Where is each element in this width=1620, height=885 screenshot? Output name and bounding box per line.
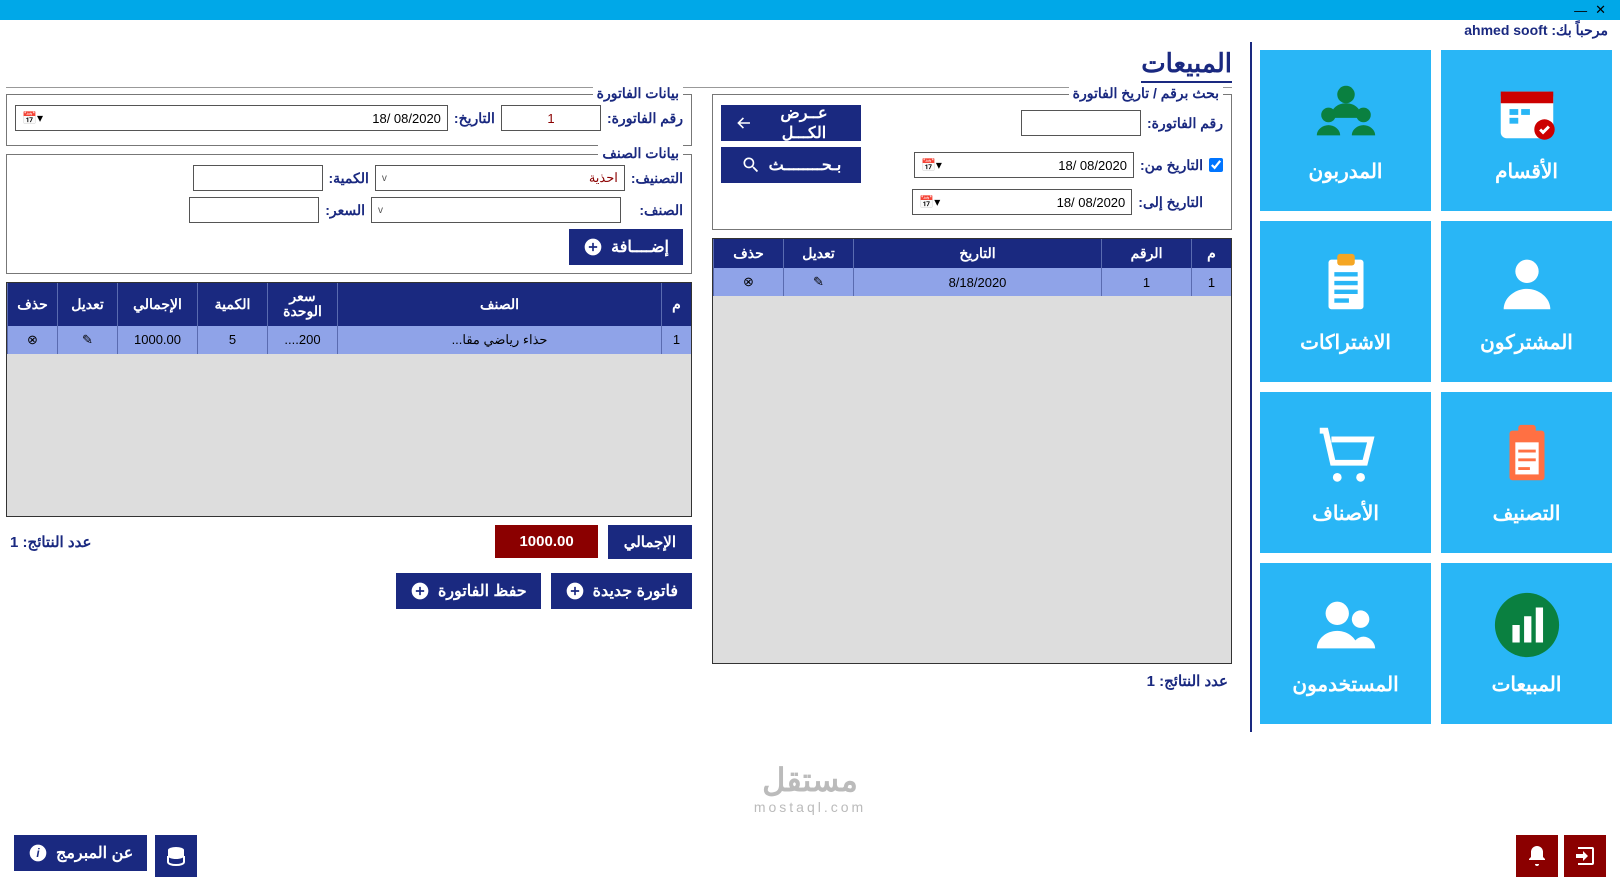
tile-clipboard[interactable]: الاشتراكات (1260, 221, 1431, 382)
show-all-label: عــرض الكـــل (761, 103, 847, 143)
item-fieldset: بيانات الصنف التصنيف: vاحذية الكمية: الص… (6, 154, 692, 274)
search-results-grid: م الرقم التاريخ تعديل حذف 118/18/2020✎⊗ (712, 238, 1232, 664)
tile-trainers[interactable]: المدربون (1260, 50, 1431, 211)
search-button-label: بـحــــــــث (769, 155, 842, 175)
class-combo[interactable]: vاحذية (375, 165, 625, 191)
tile-cart[interactable]: الأصناف (1260, 392, 1431, 553)
invoice-legend: بيانات الفاتورة (593, 85, 683, 102)
col-date: التاريخ (853, 239, 1101, 268)
calendar-icon: 📅▾ (921, 158, 942, 172)
item-name-label: الصنف: (627, 202, 683, 219)
col2-qty: الكمية (197, 283, 267, 326)
col-m: م (1191, 239, 1231, 268)
save-invoice-label: حفظ الفاتورة (438, 581, 527, 601)
search-invoice-input[interactable] (1021, 110, 1141, 136)
total-label: الإجمالي (608, 525, 692, 559)
search-result-count: عدد النتائج: 1 (712, 664, 1232, 698)
minimize-icon[interactable]: — (1574, 3, 1587, 18)
add-item-button[interactable]: إضــــافة (569, 229, 683, 265)
show-all-button[interactable]: عــرض الكـــل (721, 105, 861, 141)
edit-icon[interactable]: ✎ (783, 268, 853, 296)
invoice-date-label: التاريخ: (454, 110, 495, 127)
qty-label: الكمية: (329, 170, 369, 187)
tile-chart[interactable]: المبيعات (1441, 563, 1612, 724)
item-name-combo[interactable]: v (371, 197, 621, 223)
date-from-input[interactable]: 📅▾18/ 08/2020 (914, 152, 1134, 178)
tile-person[interactable]: المشتركون (1441, 221, 1612, 382)
about-button[interactable]: i عن المبرمج (14, 835, 147, 871)
edit-icon[interactable]: ✎ (57, 326, 117, 354)
sidebar: الأقسامالمدربونالمشتركونالاشتراكاتالتصني… (1250, 42, 1620, 732)
search-legend: بحث برقم / تاريخ الفاتورة (1069, 85, 1223, 102)
tile-clipboard-orange[interactable]: التصنيف (1441, 392, 1612, 553)
col2-name: الصنف (337, 283, 661, 326)
table-row[interactable]: 118/18/2020✎⊗ (713, 268, 1231, 296)
new-invoice-button[interactable]: فاتورة جديدة (551, 573, 692, 609)
welcome-bar: مرحباً بك: ahmed sooft (0, 20, 1620, 42)
items-grid: م الصنف سعر الوحدة الكمية الإجمالي تعديل… (6, 282, 692, 517)
invoice-fieldset: بيانات الفاتورة رقم الفاتورة: التاريخ: 📅… (6, 94, 692, 146)
item-legend: بيانات الصنف (598, 145, 683, 162)
date-from-label: التاريخ من: (1140, 157, 1203, 174)
tile-users[interactable]: المستخدمون (1260, 563, 1431, 724)
calendar-icon: 📅▾ (22, 111, 43, 125)
col-del: حذف (713, 239, 783, 268)
col2-unit: سعر الوحدة (267, 283, 337, 326)
database-icon-button[interactable] (155, 835, 197, 877)
total-value: 1000.00 (495, 525, 597, 558)
search-button[interactable]: بـحــــــــث (721, 147, 861, 183)
titlebar: — ✕ (0, 0, 1620, 20)
invoice-no-label: رقم الفاتورة: (607, 110, 683, 127)
search-invoice-label: رقم الفاتورة: (1147, 115, 1223, 132)
calendar-icon: 📅▾ (919, 195, 940, 209)
col2-del: حذف (7, 283, 57, 326)
about-label: عن المبرمج (56, 843, 133, 863)
col-no: الرقم (1101, 239, 1191, 268)
logout-icon-button[interactable] (1564, 835, 1606, 877)
page-title: المبيعات (1141, 48, 1232, 83)
price-label: السعر: (325, 202, 365, 219)
qty-input[interactable] (193, 165, 323, 191)
col2-total: الإجمالي (117, 283, 197, 326)
invoice-no-input[interactable] (501, 105, 601, 131)
invoice-date-input[interactable]: 📅▾18/ 08/2020 (15, 105, 448, 131)
table-row[interactable]: 1حذاء رياضي مقا...200....51000.00✎⊗ (7, 326, 691, 354)
save-invoice-button[interactable]: حفظ الفاتورة (396, 573, 541, 609)
price-input[interactable] (189, 197, 319, 223)
search-fieldset: بحث برقم / تاريخ الفاتورة رقم الفاتورة: … (712, 94, 1232, 230)
close-icon[interactable]: ✕ (1595, 2, 1606, 18)
items-result-count: عدد النتائج: 1 (6, 525, 95, 559)
class-label: التصنيف: (631, 170, 683, 187)
col-edit: تعديل (783, 239, 853, 268)
date-from-checkbox[interactable] (1209, 158, 1223, 172)
add-item-label: إضــــافة (611, 237, 669, 257)
bell-icon-button[interactable] (1516, 835, 1558, 877)
col2-edit: تعديل (57, 283, 117, 326)
col2-m: م (661, 283, 691, 326)
welcome-user: ahmed sooft (1464, 22, 1547, 38)
new-invoice-label: فاتورة جديدة (593, 581, 678, 601)
tile-calendar[interactable]: الأقسام (1441, 50, 1612, 211)
welcome-prefix: مرحباً بك: (1547, 22, 1608, 38)
delete-icon[interactable]: ⊗ (713, 268, 783, 296)
delete-icon[interactable]: ⊗ (7, 326, 57, 354)
date-to-label: التاريخ إلى: (1138, 194, 1203, 211)
date-to-input[interactable]: 📅▾18/ 08/2020 (912, 189, 1132, 215)
